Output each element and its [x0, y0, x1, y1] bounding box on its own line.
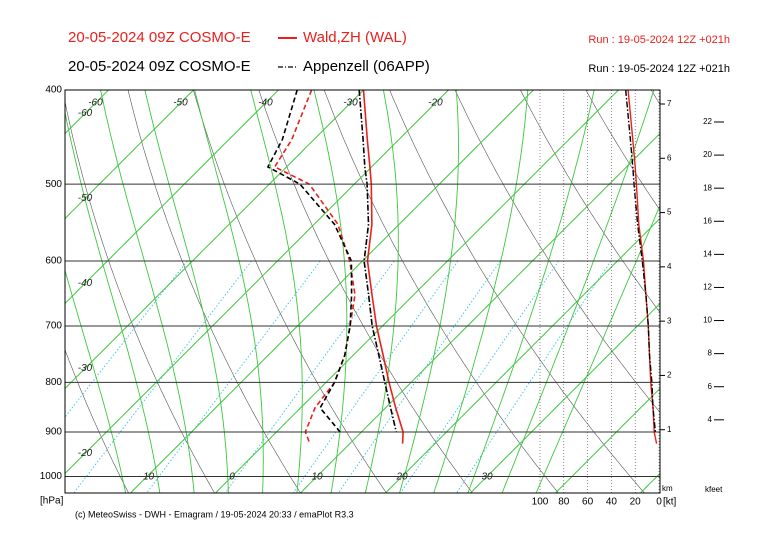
isotherm-label: -10 [140, 472, 155, 483]
wind-speed-line [625, 90, 657, 433]
km-tick-label: 7 [667, 99, 672, 108]
km-tick-label: 6 [667, 153, 672, 162]
wind-tick-label: 0 [656, 497, 662, 508]
isotherm-label: -30 [343, 98, 358, 109]
run-label: Run : 19-05-2024 12Z +021h [588, 63, 730, 75]
run-label: Run : 19-05-2024 12Z +021h [588, 34, 730, 46]
km-tick-label: 3 [667, 316, 672, 325]
kfeet-tick-label: 18 [703, 183, 712, 192]
km-tick-label: 1 [667, 425, 672, 434]
mixing-ratio-line [73, 260, 252, 493]
y-axis-label: [hPa] [40, 496, 64, 507]
isotherm-label: 10 [311, 472, 323, 483]
isotherm-label: -60 [88, 98, 103, 109]
wind-tick-label: 60 [582, 497, 594, 508]
kfeet-tick-label: 6 [708, 382, 713, 391]
wind-tick-label: 80 [558, 497, 570, 508]
isotherm [384, 217, 660, 493]
y-tick-label: 500 [45, 179, 62, 190]
dry-adiabat [65, 348, 129, 493]
legend-label: Wald,ZH (WAL) [303, 29, 407, 46]
y-tick-label: 600 [45, 256, 62, 267]
kfeet-tick-label: 10 [703, 316, 712, 325]
temperature-line [358, 90, 398, 433]
y-tick-label: 700 [45, 321, 62, 332]
y-tick-label: 800 [45, 377, 62, 388]
wind-tick-label: 100 [532, 497, 549, 508]
wind-tick-label: 40 [606, 497, 618, 508]
isotherm-label: -40 [78, 278, 93, 289]
wind-tick-label: 20 [630, 497, 642, 508]
isotherm-label: -50 [78, 193, 93, 204]
kfeet-tick-label: 12 [703, 283, 712, 292]
temperature-line [362, 90, 404, 444]
kfeet-tick-label: 14 [703, 249, 712, 258]
wind-axis-label: [kt] [663, 497, 677, 508]
y-tick-label: 1000 [40, 471, 63, 482]
kfeet-tick-label: 20 [703, 150, 712, 159]
isotherm-label: -60 [78, 108, 93, 119]
isotherm [469, 302, 660, 493]
km-label: km [662, 484, 673, 493]
isotherm-label: 0 [229, 472, 235, 483]
mixing-ratio-line [292, 260, 459, 493]
mixing-ratio-line [224, 260, 395, 493]
isotherm-label: -20 [428, 98, 443, 109]
mixing-ratio-line [337, 260, 501, 493]
kfeet-tick-label: 22 [703, 117, 712, 126]
moist-adiabat [535, 204, 660, 493]
legend-label: Appenzell (06APP) [303, 58, 430, 75]
isotherm-label: 30 [481, 472, 493, 483]
kfeet-tick-label: 8 [708, 349, 713, 358]
y-tick-label: 400 [45, 85, 62, 96]
plot-frame [64, 89, 661, 494]
isotherm-label: -40 [258, 98, 273, 109]
y-tick-label: 900 [45, 427, 62, 438]
kfeet-tick-label: 4 [708, 415, 713, 424]
isotherm-label: -30 [78, 363, 93, 374]
footer: (c) MeteoSwiss - DWH - Emagram / 19-05-2… [75, 509, 354, 519]
model-label: 20-05-2024 09Z COSMO-E [68, 29, 251, 46]
mixing-ratio-line [146, 260, 321, 493]
isotherm-label: -50 [173, 98, 188, 109]
km-tick-label: 4 [667, 262, 672, 271]
km-tick-label: 5 [667, 208, 672, 217]
model-label: 20-05-2024 09Z COSMO-E [68, 58, 251, 75]
mixing-ratio-line [456, 260, 612, 493]
isotherm-label: 20 [395, 472, 408, 483]
km-tick-label: 2 [667, 371, 672, 380]
isotherm [554, 387, 660, 493]
profiles [266, 90, 658, 444]
kfeet-label: kfeet [705, 485, 723, 494]
isotherm-label: -20 [78, 448, 93, 459]
mixing-ratio-line [65, 260, 188, 418]
mixing-ratio-line [400, 260, 559, 493]
kfeet-tick-label: 16 [703, 216, 712, 225]
dewpoint-line [273, 90, 356, 444]
moist-adiabat [65, 268, 127, 493]
